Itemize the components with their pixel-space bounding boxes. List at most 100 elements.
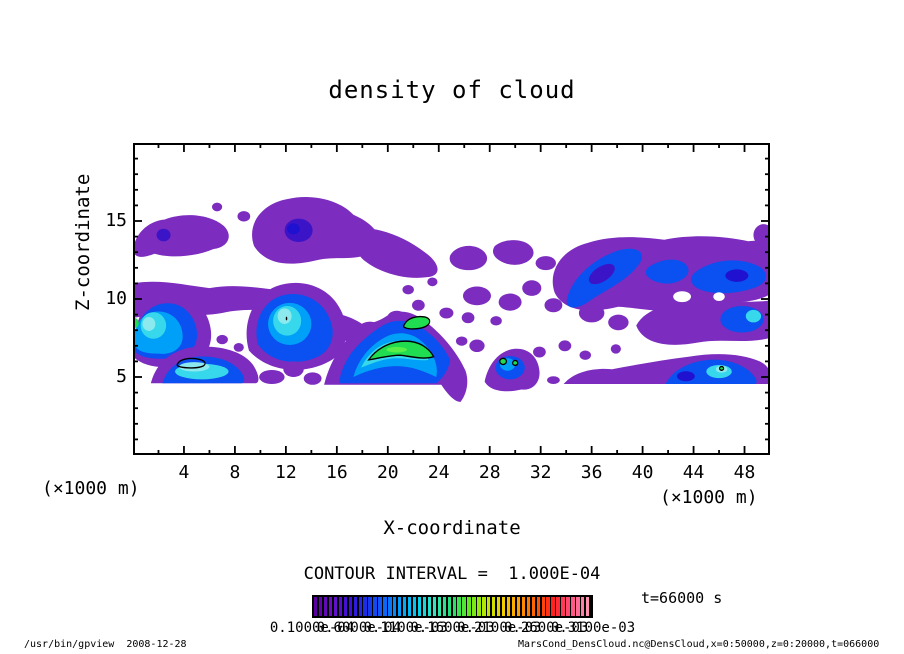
x-tick-label: 12	[275, 462, 297, 483]
colorbar-segment	[398, 597, 402, 616]
colorbar-segment	[506, 597, 511, 616]
contour-blob	[176, 357, 206, 369]
contour-blob	[285, 316, 288, 321]
colorbar-tick-label: 0.1100e-03	[363, 620, 448, 636]
y-tick-label: 10	[105, 288, 127, 309]
x-tick-label: 36	[580, 462, 603, 483]
colorbar-segment	[501, 597, 506, 616]
contour-blob	[522, 280, 542, 296]
colorbar-tick-label: 0.2600e-03	[504, 620, 589, 636]
contour-blob	[745, 309, 762, 323]
contour-blob	[547, 376, 560, 385]
contour-blob	[287, 223, 300, 235]
contour-blob	[512, 359, 519, 367]
y-tick-label: 15	[105, 210, 127, 231]
contour-blob	[492, 240, 534, 265]
footer-program-info: /usr/bin/gpview 2008-12-28	[24, 639, 187, 650]
colorbar-segment	[497, 597, 501, 616]
x-tick-label: 48	[733, 462, 756, 483]
colorbar-segment	[353, 597, 357, 616]
contour-blob	[498, 293, 522, 311]
contour-blob	[645, 259, 689, 284]
colorbar-segment	[427, 597, 432, 616]
contour-blob	[303, 372, 322, 385]
colorbar-segment	[333, 597, 338, 616]
colorbar-segment	[551, 597, 555, 616]
colorbar-tick-label: 0.1600e-03	[410, 620, 495, 636]
axes-frame	[133, 143, 770, 455]
colorbar-segment	[452, 597, 456, 616]
colorbar-segment	[407, 597, 412, 616]
colorbar-segment	[403, 597, 407, 616]
colorbar-segment	[373, 597, 377, 616]
contour-blob	[558, 340, 572, 352]
contour-blob	[578, 303, 605, 323]
contour-blob	[461, 312, 475, 324]
x-tick-label: 28	[478, 462, 501, 483]
contour-blob	[439, 307, 454, 319]
contour-blob	[455, 336, 468, 346]
x-tick-label: 44	[682, 462, 705, 483]
colorbar-segment	[383, 597, 387, 616]
x-tick-label: 40	[631, 462, 654, 483]
colorbar-segment	[487, 597, 491, 616]
colorbar-tick-label: 0.6000e-04	[316, 620, 401, 636]
contour-blob	[533, 346, 546, 358]
contour-blob	[753, 224, 770, 246]
colorbar-segment	[541, 597, 545, 616]
contour-field	[133, 196, 770, 402]
contour-blob	[490, 316, 502, 326]
colorbar-segment	[581, 597, 585, 616]
colorbar-segment	[348, 597, 352, 616]
contour-blob	[469, 339, 485, 353]
colorbar-segment	[393, 597, 397, 616]
colorbar-segment	[437, 597, 441, 616]
contour-blob	[718, 365, 725, 371]
footer-dataset-info: MarsCond_DensCloud.nc@DensCloud,x=0:5000…	[518, 639, 880, 650]
colorbar-segment	[457, 597, 461, 616]
colorbar-segment	[318, 597, 323, 616]
contour-blob	[386, 346, 407, 353]
colorbar-segment	[566, 597, 570, 616]
colorbar-segment	[412, 597, 417, 616]
colorbar-segment	[417, 597, 422, 616]
colorbar-segment	[531, 597, 535, 616]
colorbar-segment	[462, 597, 466, 616]
x-axis-label: X-coordinate	[383, 517, 521, 539]
contour-blob	[216, 334, 228, 345]
colorbar	[312, 595, 593, 618]
colorbar-tick-label: 0.3100e-03	[550, 620, 636, 636]
contour-blob	[352, 228, 438, 278]
page-title: density of cloud	[328, 76, 576, 104]
contour-blob	[713, 292, 725, 302]
x-tick-label: 4	[178, 462, 190, 483]
contour-blob	[252, 196, 379, 264]
contour-blob	[259, 369, 285, 385]
contour-blob	[610, 344, 621, 354]
colorbar-tick-label: 0.1000e-04	[269, 620, 355, 636]
colorbar-segment	[323, 597, 328, 616]
contour-blob	[608, 314, 629, 331]
colorbar-segment	[586, 597, 590, 616]
colorbar-segment	[343, 597, 348, 616]
colorbar-segment	[511, 597, 516, 616]
contour-blob	[283, 361, 304, 377]
colorbar-segment	[314, 597, 318, 616]
contour-interval-note: CONTOUR INTERVAL = 1.000E-04	[303, 564, 601, 584]
colorbar-segment	[492, 597, 496, 616]
plot-area	[133, 143, 770, 455]
contour-blob	[402, 284, 414, 295]
contour-blob	[133, 215, 229, 257]
colorbar-segment	[482, 597, 486, 616]
contour-blob	[535, 256, 556, 271]
plot-frame	[133, 143, 770, 455]
contour-blob	[673, 291, 692, 303]
colorbar-tick-label: 0.2100e-03	[457, 620, 542, 636]
x-tick-label: 16	[325, 462, 348, 483]
y-axis-unit: (×1000 m)	[42, 478, 140, 499]
colorbar-segment	[432, 597, 437, 616]
colorbar-segment	[358, 597, 362, 616]
contour-blob	[725, 269, 749, 282]
contour-blob	[237, 211, 251, 222]
